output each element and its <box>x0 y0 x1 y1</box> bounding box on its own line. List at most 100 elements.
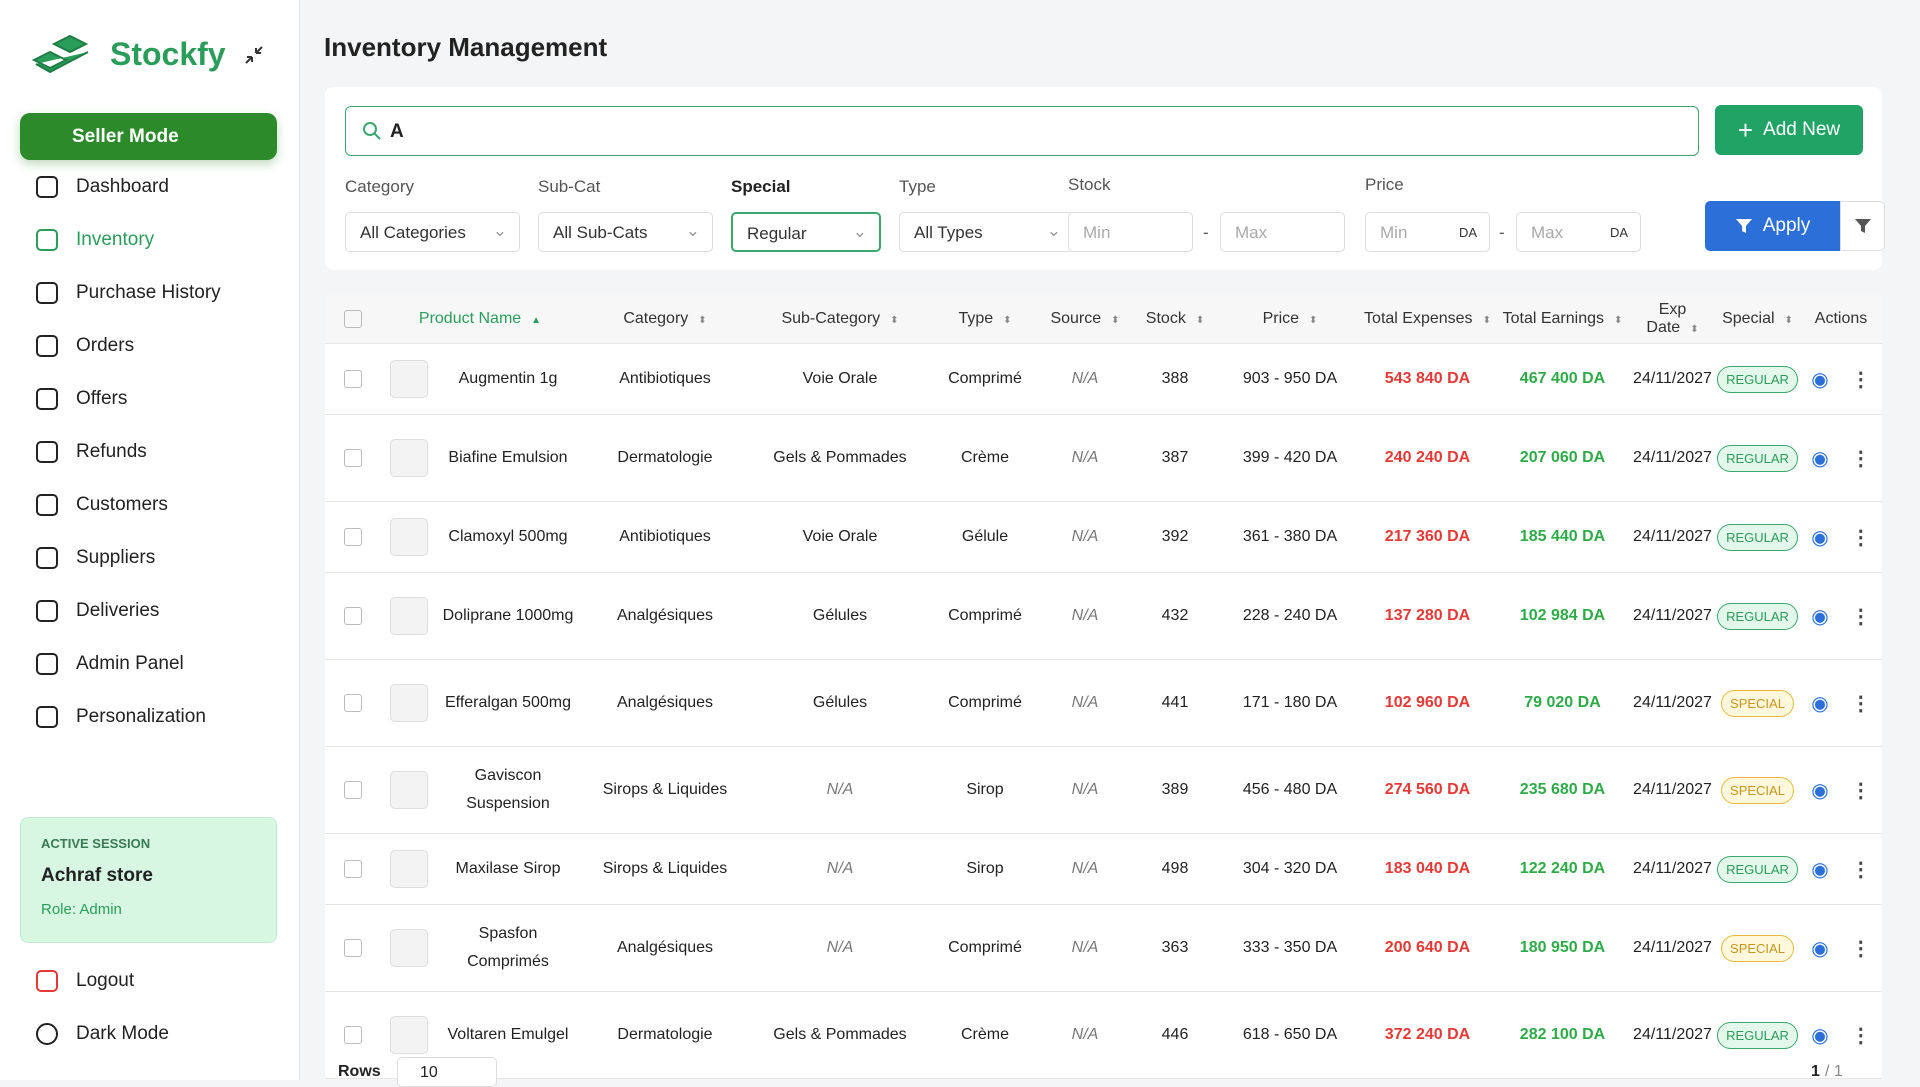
column-header[interactable]: Product Name ▲ <box>380 310 580 328</box>
cell: Gels & Pommades <box>773 1026 907 1043</box>
column-header[interactable]: Price ⬍ <box>1220 310 1360 328</box>
store-name: Achraf store <box>41 865 153 886</box>
actions: ◉ ⋮ <box>1800 604 1882 629</box>
cell: Sirops & Liquides <box>602 860 728 877</box>
logout[interactable]: Logout <box>36 970 134 992</box>
cell: 372 240 DA <box>1384 1026 1471 1043</box>
more-button[interactable]: ⋮ <box>1850 447 1871 470</box>
seller-mode-button[interactable]: Seller Mode <box>20 113 277 160</box>
more-button[interactable]: ⋮ <box>1850 605 1871 628</box>
column-header[interactable]: Category ⬍ <box>580 310 750 328</box>
price-max[interactable]: Max DA <box>1516 212 1641 252</box>
nav-item[interactable]: Customers <box>36 494 168 516</box>
column-label: Type <box>958 310 994 327</box>
column-header[interactable]: Source ⬍ <box>1040 310 1130 328</box>
more-button[interactable]: ⋮ <box>1850 526 1871 549</box>
filter-label: Special <box>731 177 791 196</box>
checkbox[interactable] <box>343 860 362 878</box>
special-cell: REGULAR <box>1715 365 1800 393</box>
more-button[interactable]: ⋮ <box>1850 858 1871 881</box>
search-value: A <box>390 121 404 142</box>
view-button[interactable]: ◉ <box>1811 368 1829 391</box>
cell: 102 960 DA <box>1384 694 1471 711</box>
stock-min[interactable]: Min <box>1068 212 1193 252</box>
product-name: Doliprane 1000mg <box>442 607 574 624</box>
nav-item[interactable]: Orders <box>36 335 134 357</box>
column-header[interactable]: Stock ⬍ <box>1130 310 1220 328</box>
checkbox[interactable] <box>343 607 362 625</box>
view-button[interactable]: ◉ <box>1811 447 1829 470</box>
add-new-button[interactable]: + Add New <box>1715 105 1863 155</box>
row-select <box>325 1026 380 1044</box>
sort-icon: ⬍ <box>1784 315 1793 326</box>
stock-max[interactable]: Max <box>1220 212 1345 252</box>
column-header[interactable]: Sub-Category ⬍ <box>750 310 930 328</box>
nav-item[interactable]: Admin Panel <box>36 653 184 675</box>
column-label: Price <box>1262 310 1300 327</box>
checkbox[interactable] <box>343 781 362 799</box>
nav-item[interactable]: Deliveries <box>36 600 159 622</box>
cell: 363 <box>1161 939 1189 956</box>
cell: N/A <box>1071 860 1099 877</box>
dark-mode[interactable]: Dark Mode <box>36 1023 169 1045</box>
nav-item[interactable]: Suppliers <box>36 547 155 569</box>
column-label: Category <box>623 310 689 327</box>
nav-label: Offers <box>76 388 128 409</box>
more-button[interactable]: ⋮ <box>1850 779 1871 802</box>
view-button[interactable]: ◉ <box>1811 526 1829 549</box>
chevron: ⌄ <box>685 221 700 240</box>
collapse-icon[interactable] <box>243 44 265 66</box>
checkbox[interactable] <box>343 370 362 388</box>
filter-label: Stock <box>1068 175 1111 194</box>
column-header[interactable]: Total Earnings ⬍ <box>1495 310 1630 328</box>
nav-item[interactable]: Inventory <box>36 229 154 251</box>
checkbox[interactable] <box>343 694 362 712</box>
column-label: Sub-Category <box>781 310 881 327</box>
nav-icon <box>36 282 58 304</box>
nav-item[interactable]: Personalization <box>36 706 206 728</box>
view-button[interactable]: ◉ <box>1811 858 1829 881</box>
cell: Analgésiques <box>616 694 714 711</box>
cell: 24/11/2027 <box>1633 607 1712 624</box>
nav-item[interactable]: Offers <box>36 388 127 410</box>
nav-icon <box>36 653 58 675</box>
rows-label: Rows <box>338 1063 381 1080</box>
logo <box>31 34 89 74</box>
nav-item[interactable]: Purchase History <box>36 282 221 304</box>
column-label: Source <box>1050 310 1102 327</box>
cell: 183 040 DA <box>1384 860 1471 877</box>
more-button[interactable]: ⋮ <box>1850 368 1871 391</box>
more-button[interactable]: ⋮ <box>1850 692 1871 715</box>
filter-toggle[interactable] <box>1840 201 1885 251</box>
checkbox[interactable] <box>343 449 362 467</box>
column-header[interactable]: Type ⬍ <box>930 310 1040 328</box>
price-min[interactable]: Min DA <box>1365 212 1490 252</box>
column-header[interactable]: Exp Date ⬍ <box>1630 301 1715 337</box>
nav-item[interactable]: Dashboard <box>36 176 169 198</box>
column-header[interactable]: Special ⬍ <box>1715 310 1800 328</box>
filter-select[interactable]: All Sub-Cats ⌄ <box>538 212 713 252</box>
view-button[interactable]: ◉ <box>1811 605 1829 628</box>
view-button[interactable]: ◉ <box>1811 937 1829 960</box>
more-button[interactable]: ⋮ <box>1850 1024 1871 1047</box>
filter-select[interactable]: All Categories ⌄ <box>345 212 520 252</box>
checkbox[interactable] <box>343 310 362 328</box>
product-name: Gaviscon Suspension <box>466 767 550 812</box>
view-button[interactable]: ◉ <box>1811 692 1829 715</box>
filter-select[interactable]: Regular ⌄ <box>731 212 881 252</box>
more-button[interactable]: ⋮ <box>1850 937 1871 960</box>
column-label: Total Earnings <box>1502 310 1604 327</box>
column-header[interactable]: Total Expenses ⬍ <box>1360 310 1495 328</box>
view-button[interactable]: ◉ <box>1811 779 1829 802</box>
actions: ◉ ⋮ <box>1800 1023 1882 1048</box>
checkbox[interactable] <box>343 528 362 546</box>
view-button[interactable]: ◉ <box>1811 1024 1829 1047</box>
rows-select[interactable]: 10 <box>397 1057 497 1087</box>
apply-button[interactable]: Apply <box>1705 201 1840 251</box>
checkbox[interactable] <box>343 1026 362 1044</box>
checkbox[interactable] <box>343 939 362 957</box>
nav-item[interactable]: Refunds <box>36 441 147 463</box>
filter-select[interactable]: All Types ⌄ <box>899 212 1074 252</box>
search-input[interactable]: A <box>345 106 1699 156</box>
